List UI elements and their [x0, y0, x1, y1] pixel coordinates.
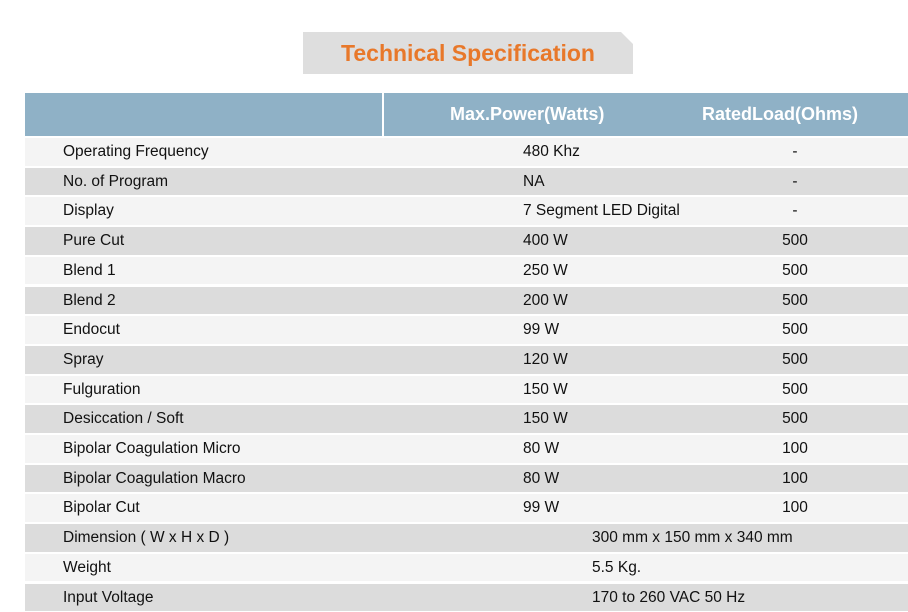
table-cell: 150 W [523, 410, 568, 428]
table-row: Bipolar Coagulation Micro 80 W 100 [25, 433, 908, 463]
table-cell: Desiccation / Soft [63, 410, 184, 428]
table-cell: 500 [782, 261, 808, 279]
table-cell: 500 [782, 321, 808, 339]
table-cell: 500 [782, 350, 808, 368]
table-cell: 99 W [523, 499, 560, 517]
table-cell: 7 Segment LED Digital [523, 202, 680, 220]
table-row: Bipolar Cut 99 W 100 [25, 492, 908, 523]
table-cell: Operating Frequency [63, 143, 209, 160]
table-cell: 300 mm x 150 mm x 340 mm [592, 529, 793, 547]
table-row: Pure Cut 400 W 500 [25, 225, 908, 255]
column-header: Max.Power(Watts) [450, 104, 605, 124]
table-cell: Spray [63, 350, 104, 368]
table-cell: Bipolar Coagulation Macro [63, 469, 246, 487]
table-cell: Endocut [63, 321, 120, 339]
table-cell: 100 [782, 469, 808, 487]
table-cell: 170 to 260 VAC 50 Hz [592, 588, 746, 606]
table-cell: No. of Program [63, 172, 169, 190]
table-cell: 250 W [523, 261, 568, 279]
table-row: Dimension ( W x H x D ) 300 mm x 150 mm x… [25, 522, 908, 552]
table-cell: Dimension ( W x H x D ) [63, 529, 230, 547]
table-cell: 80 W [523, 440, 560, 457]
table-cell: Input Voltage [63, 588, 154, 606]
table-row: Display 7 Segment LED Digital - [25, 195, 908, 226]
table-cell: 500 [782, 291, 808, 309]
table-cell: 400 W [523, 232, 568, 250]
table-cell: 150 W [523, 380, 568, 398]
table-cell: Display [63, 202, 114, 220]
table-row: Blend 1 250 W 500 [25, 254, 908, 285]
table-cell: Fulguration [63, 380, 141, 398]
table-row: Weight 5.5 Kg. [25, 551, 908, 582]
table-cell: 500 [782, 380, 808, 398]
table-cell: 99 W [523, 321, 560, 339]
table-cell: 500 [782, 410, 808, 428]
table-cell: 80 W [523, 469, 560, 487]
table-cell: 100 [782, 499, 808, 517]
table-cell: Bipolar Cut [63, 499, 140, 517]
table-cell: 200 W [523, 291, 568, 309]
table-cell: Weight [63, 558, 111, 576]
column-header: RatedLoad(Ohms) [702, 104, 859, 124]
table-row: Spray 120 W 500 [25, 343, 908, 374]
table-row: No. of Program NA - [25, 165, 908, 196]
table-cell: - [792, 172, 798, 190]
table-cell: - [792, 143, 798, 160]
table-cell: 120 W [523, 350, 568, 368]
table-row: Endocut 99 W 500 [25, 314, 908, 344]
table-cell: Blend 2 [63, 291, 116, 309]
title: Technical Specification [303, 32, 633, 74]
table-cell: 100 [782, 440, 808, 457]
table-header: Max.Power(Watts) RatedLoad(Ohms) [25, 93, 908, 136]
table-row: Fulguration 150 W 500 [25, 373, 908, 404]
table-cell: - [792, 202, 798, 220]
table-row: Operating Frequency 480 Khz - [25, 136, 908, 166]
divider [382, 93, 384, 136]
table-cell: Bipolar Coagulation Micro [63, 440, 241, 457]
table-cell: Pure Cut [63, 232, 125, 250]
table-cell: Blend 1 [63, 261, 116, 279]
table-row: Desiccation / Soft 150 W 500 [25, 403, 908, 433]
table-row: Input Voltage 170 to 260 VAC 50 Hz [25, 581, 908, 612]
table-row: Bipolar Coagulation Macro 80 W 100 [25, 462, 908, 493]
table-cell: 500 [782, 232, 808, 250]
table-cell: 5.5 Kg. [592, 558, 642, 576]
table-cell: NA [523, 172, 545, 190]
table-cell: 480 Khz [523, 143, 580, 160]
table-row: Blend 2 200 W 500 [25, 284, 908, 315]
